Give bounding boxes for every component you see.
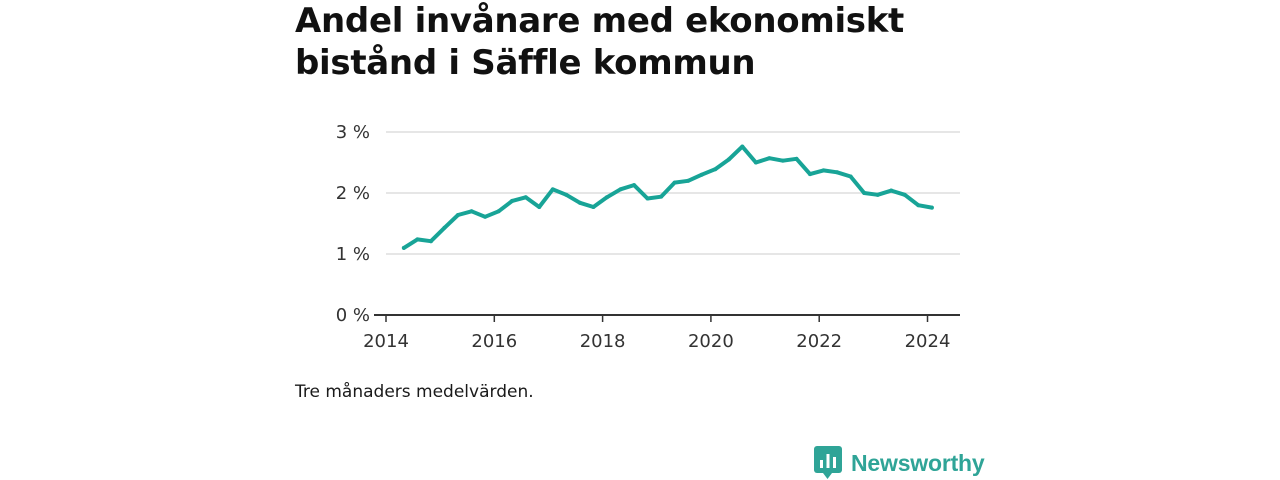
data-point [577, 200, 582, 205]
data-point [835, 170, 840, 175]
x-axis-labels: 2014 2016 2018 2020 2022 2024 [363, 331, 950, 352]
data-point [916, 203, 921, 208]
y-tick-label: 3 % [336, 122, 370, 143]
data-point [929, 205, 934, 210]
y-tick-label: 2 % [336, 183, 370, 204]
data-point [523, 195, 528, 200]
data-point [537, 205, 542, 210]
y-tick-label: 0 % [336, 305, 370, 326]
data-point [740, 144, 745, 149]
data-point [821, 168, 826, 173]
x-tick-label: 2020 [688, 331, 734, 352]
data-point [767, 156, 772, 161]
data-point [713, 167, 718, 172]
data-point [510, 198, 515, 203]
data-point [902, 192, 907, 197]
data-point [699, 172, 704, 177]
data-point [401, 245, 406, 250]
x-tick-label: 2016 [471, 331, 517, 352]
data-point [659, 194, 664, 199]
x-axis [374, 314, 960, 322]
data-point [483, 214, 488, 219]
data-point [645, 196, 650, 201]
series-line [401, 144, 934, 250]
y-tick-label: 1 % [336, 244, 370, 265]
x-tick-label: 2022 [796, 331, 842, 352]
chart-title: Andel invånare med ekonomiskt bistånd i … [295, 1, 905, 83]
x-tick-label: 2014 [363, 331, 409, 352]
data-point [672, 180, 677, 185]
data-point [496, 209, 501, 214]
series-layer [401, 144, 934, 250]
x-tick-label: 2024 [905, 331, 951, 352]
data-point [550, 187, 555, 192]
data-point [591, 205, 596, 210]
data-point [564, 192, 569, 197]
data-point [794, 156, 799, 161]
data-point [862, 191, 867, 195]
data-point [604, 195, 609, 200]
data-point [726, 157, 731, 162]
chart-caption: Tre månaders medelvärden. [295, 382, 534, 402]
data-point [780, 158, 785, 163]
brand-logo: Newsworthy [814, 446, 985, 480]
data-point [875, 192, 880, 197]
data-point [618, 187, 623, 192]
brand-name: Newsworthy [851, 449, 985, 476]
data-point [415, 237, 420, 242]
data-point [753, 160, 758, 165]
data-point [686, 178, 691, 183]
data-point [808, 172, 813, 177]
data-point [469, 209, 474, 214]
newsworthy-logo-icon [814, 446, 842, 479]
data-point [848, 174, 853, 179]
data-point [632, 183, 637, 188]
data-point [442, 225, 447, 230]
data-point [889, 188, 894, 193]
x-tick-label: 2018 [580, 331, 626, 352]
data-point [456, 212, 461, 217]
data-point [428, 239, 433, 244]
y-axis-labels: 0 % 1 % 2 % 3 % [336, 122, 370, 326]
